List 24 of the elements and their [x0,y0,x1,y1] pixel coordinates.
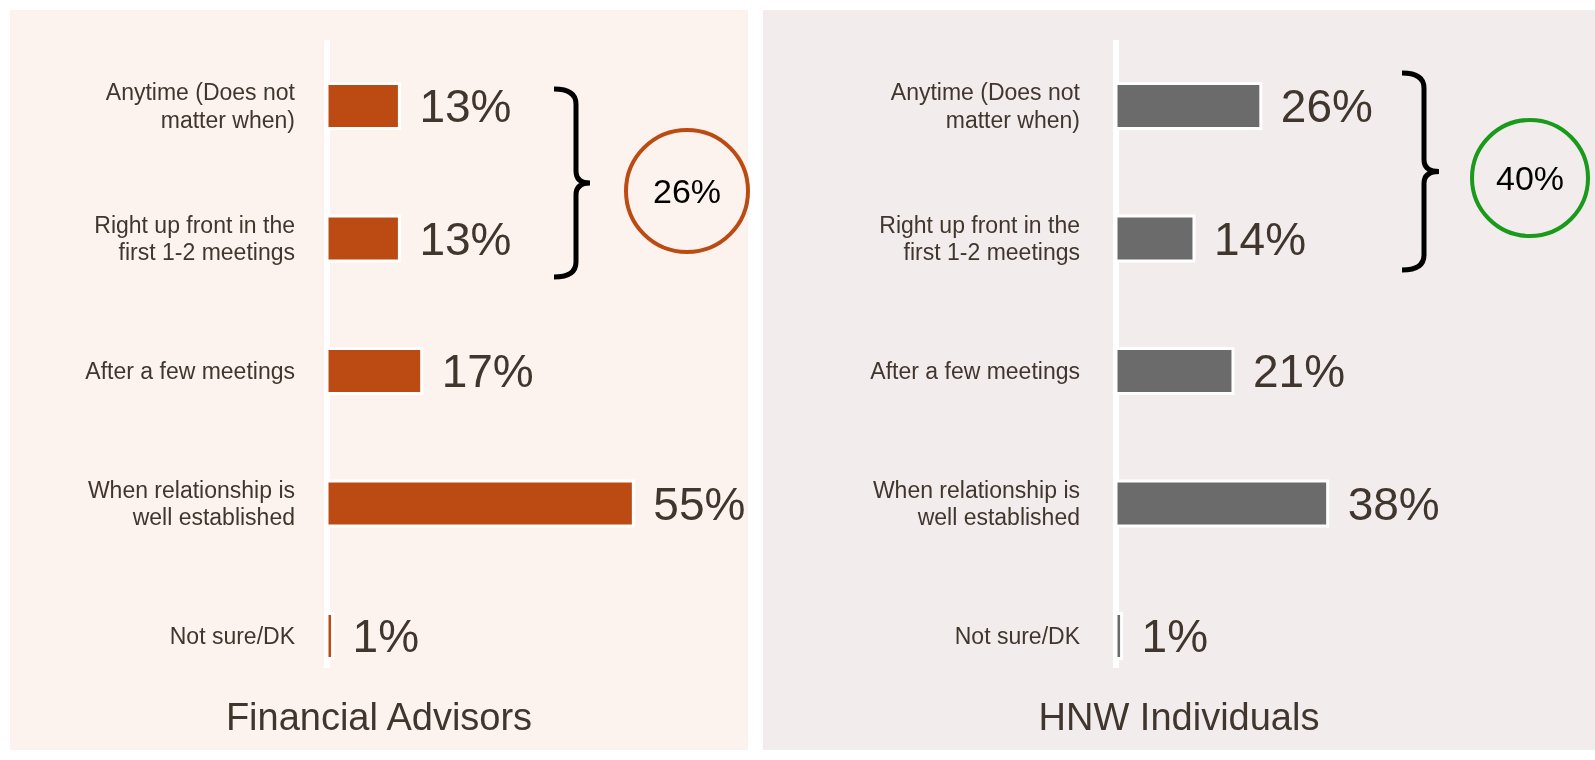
y-tick-label: Not sure/DK [954,623,1081,650]
text: 26% [652,172,722,210]
y-tick-label: After a few meetings [85,358,295,385]
data-label: 1% [352,610,420,662]
y-tick-label: Right up front in the first 1-2 meetings [94,211,295,266]
data-label: 55% [653,477,746,530]
y-tick-label: After a few meetings [870,358,1080,385]
y-tick-label: Not sure/DK [169,623,296,650]
text: 40% [1495,159,1565,197]
data-label: 17% [441,345,534,397]
y-tick-label: When relationship is well established [87,476,295,531]
data-label: 1% [1141,610,1209,662]
data-label: 14% [1213,212,1307,265]
y-tick-label: Right up front in the first 1-2 meetings [879,211,1080,266]
data-label: 13% [419,80,512,132]
data-label: 21% [1252,345,1346,397]
data-label: 38% [1347,477,1440,530]
data-label: 26% [1280,80,1373,132]
text: Financial Advisors [225,696,533,738]
data-label: 13% [419,212,512,265]
y-tick-label: Anytime (Does not matter when) [890,79,1081,133]
y-tick-label: When relationship is well established [872,476,1080,531]
text: HNW Individuals [1038,696,1320,738]
y-tick-label: Anytime (Does not matter when) [105,79,296,133]
